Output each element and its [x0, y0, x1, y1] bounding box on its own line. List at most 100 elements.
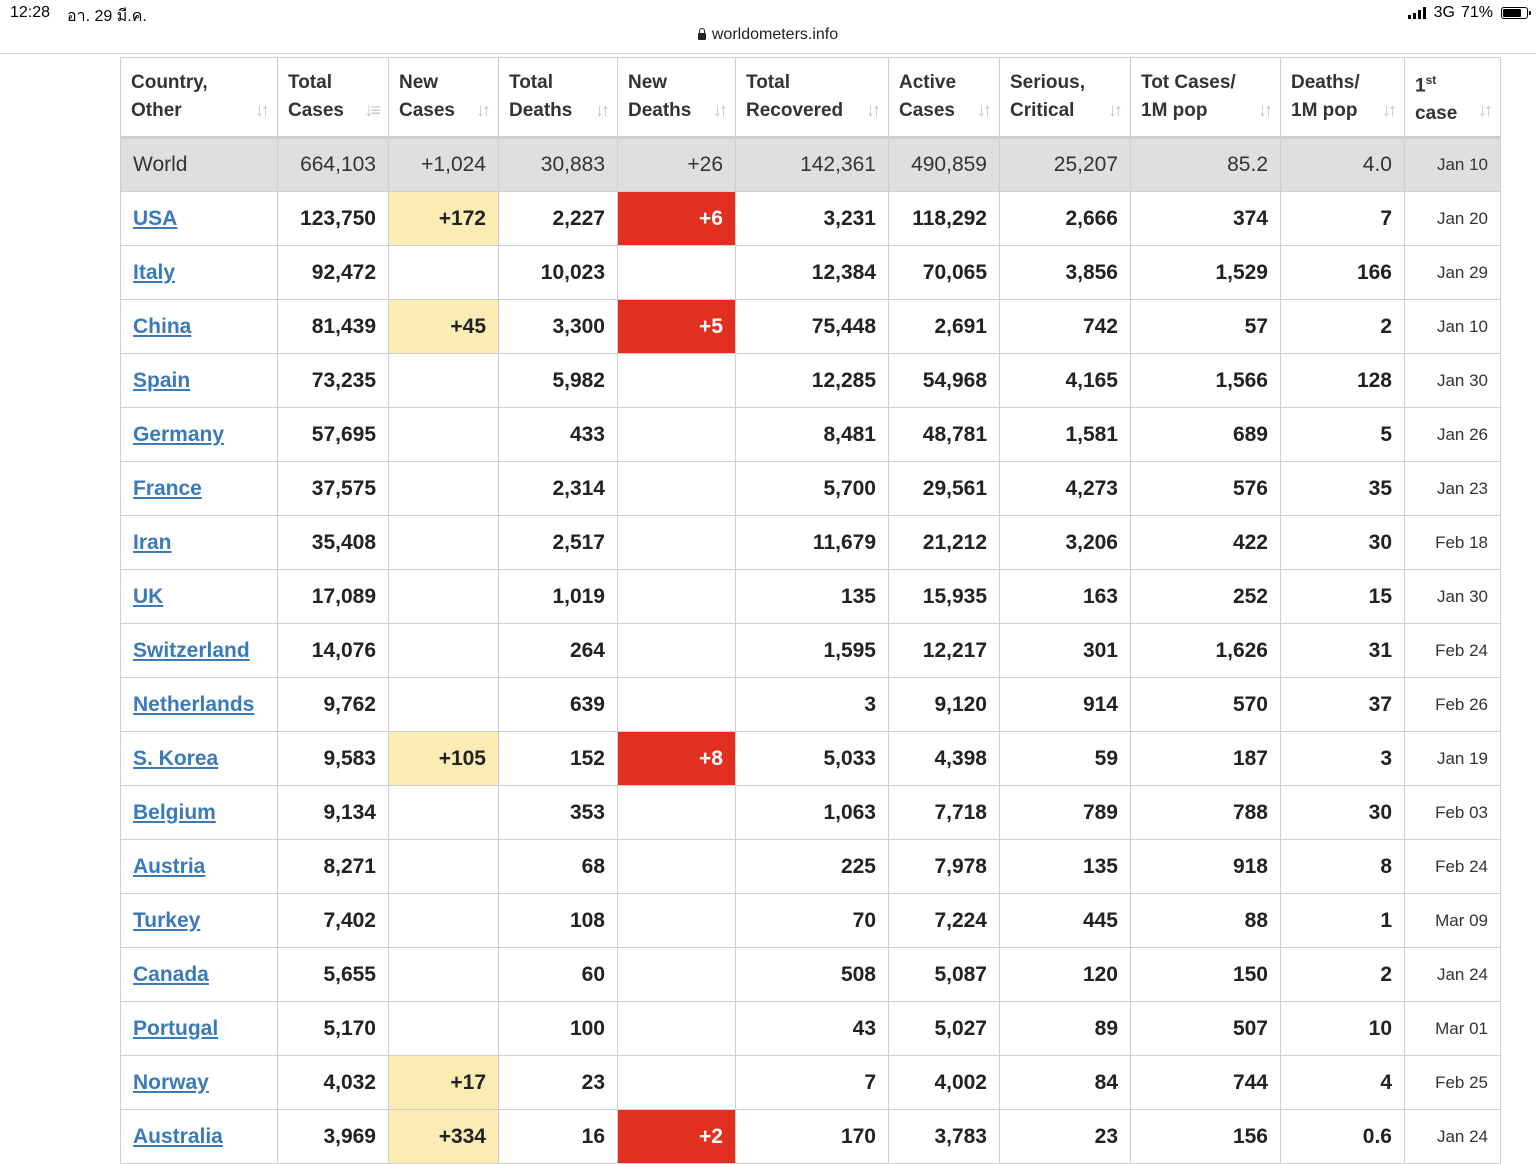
toolbar-divider [0, 53, 1536, 54]
country-link[interactable]: Iran [133, 530, 172, 554]
cases-per-1m-cell: 187 [1130, 731, 1281, 786]
coronavirus-stats-table: Country, Other ↓↑ Total Cases ↓≡ New Cases ↓↑ Tot… [120, 57, 1501, 1164]
total-deaths-cell: 3,300 [498, 299, 618, 354]
world-total-deaths: 30,883 [498, 137, 618, 192]
country-link[interactable]: Portugal [133, 1016, 219, 1040]
sort-icon[interactable]: ↓↑ [1108, 100, 1123, 120]
status-time: 12:28 [10, 4, 51, 21]
sort-icon[interactable]: ↓↑ [866, 100, 881, 120]
column-header-total-cases[interactable]: Total Cases ↓≡ [277, 57, 389, 139]
cases-per-1m-cell: 252 [1130, 569, 1281, 624]
new-deaths-cell [617, 677, 736, 732]
country-link[interactable]: Australia [133, 1124, 223, 1148]
sort-icon[interactable]: ↓≡ [364, 100, 380, 120]
serious-critical-cell: 4,165 [999, 353, 1131, 408]
total-cases-cell: 9,134 [277, 785, 389, 840]
deaths-per-1m-cell: 166 [1280, 245, 1405, 300]
lock-icon [697, 28, 706, 40]
country-link[interactable]: Netherlands [133, 692, 255, 716]
first-case-cell: Jan 23 [1404, 461, 1501, 516]
country-link[interactable]: France [133, 476, 202, 500]
country-link[interactable]: Germany [133, 422, 225, 446]
column-header-total-recovered[interactable]: Total Recovered ↓↑ [735, 57, 889, 139]
deaths-per-1m-cell: 30 [1280, 515, 1405, 570]
country-link[interactable]: Italy [133, 260, 176, 284]
sort-icon[interactable]: ↓↑ [255, 100, 270, 120]
column-header-new-deaths[interactable]: New Deaths ↓↑ [617, 57, 736, 139]
country-link[interactable]: Spain [133, 368, 191, 392]
total-cases-cell: 123,750 [277, 191, 389, 246]
country-link[interactable]: Turkey [133, 908, 201, 932]
active-cases-cell: 7,718 [888, 785, 1000, 840]
new-cases-cell [388, 569, 499, 624]
new-cases-cell [388, 407, 499, 462]
sort-icon[interactable]: ↓↑ [595, 100, 610, 120]
column-header-active-cases[interactable]: Active Cases ↓↑ [888, 57, 1000, 139]
sort-icon[interactable]: ↓↑ [713, 100, 728, 120]
cases-per-1m-cell: 1,529 [1130, 245, 1281, 300]
column-header-new-cases[interactable]: New Cases ↓↑ [388, 57, 499, 139]
total-deaths-cell: 353 [498, 785, 618, 840]
table-row: Austria 8,271 68 225 7,978 135 918 8 Feb 24 [120, 839, 1501, 894]
column-header-superscript: st [1425, 72, 1437, 87]
table-row: Turkey 7,402 108 70 7,224 445 88 1 Mar 09 [120, 893, 1501, 948]
first-case-cell: Mar 09 [1404, 893, 1501, 948]
table-row: Belgium 9,134 353 1,063 7,718 789 788 30 Feb 03 [120, 785, 1501, 840]
column-header-line2: Deaths [628, 100, 692, 121]
country-cell: Belgium [120, 785, 278, 840]
deaths-per-1m-cell: 128 [1280, 353, 1405, 408]
deaths-per-1m-cell: 5 [1280, 407, 1405, 462]
table-row: Germany 57,695 433 8,481 48,781 1,581 689 5 Jan … [120, 407, 1501, 462]
country-link[interactable]: UK [133, 584, 164, 608]
sort-icon[interactable]: ↓↑ [476, 100, 491, 120]
first-case-cell: Feb 03 [1404, 785, 1501, 840]
serious-critical-cell: 789 [999, 785, 1131, 840]
country-link[interactable]: S. Korea [133, 746, 219, 770]
sort-icon[interactable]: ↓↑ [1382, 100, 1397, 120]
deaths-per-1m-cell: 2 [1280, 947, 1405, 1002]
country-link[interactable]: USA [133, 206, 178, 230]
column-header-line1: Country, [131, 72, 208, 93]
world-country: World [120, 137, 278, 192]
sort-icon[interactable]: ↓↑ [977, 100, 992, 120]
new-deaths-cell: +5 [617, 299, 736, 354]
cases-per-1m-cell: 88 [1130, 893, 1281, 948]
column-header-country[interactable]: Country, Other ↓↑ [120, 57, 278, 139]
address-bar[interactable]: worldometers.info [0, 26, 1536, 48]
column-header-line1: Total [288, 72, 332, 93]
active-cases-cell: 2,691 [888, 299, 1000, 354]
serious-critical-cell: 84 [999, 1055, 1131, 1110]
table-row: Australia 3,969 +334 16 +2 170 3,783 23 156 0.6 Ja… [120, 1109, 1501, 1164]
serious-critical-cell: 301 [999, 623, 1131, 678]
total-recovered-cell: 5,033 [735, 731, 889, 786]
status-bar: 12:28 อา. 29 มี.ค. 3G 71% [0, 0, 1536, 28]
total-cases-cell: 81,439 [277, 299, 389, 354]
column-header-deaths-per-1m[interactable]: Deaths/1M pop ↓↑ [1280, 57, 1405, 139]
country-link[interactable]: China [133, 314, 192, 338]
active-cases-cell: 15,935 [888, 569, 1000, 624]
country-link[interactable]: Belgium [133, 800, 216, 824]
new-deaths-cell [617, 461, 736, 516]
serious-critical-cell: 1,581 [999, 407, 1131, 462]
column-header-line2: Critical [1010, 100, 1075, 121]
column-header-cases-per-1m[interactable]: Tot Cases/1M pop ↓↑ [1130, 57, 1281, 139]
column-header-total-deaths[interactable]: Total Deaths ↓↑ [498, 57, 618, 139]
country-link[interactable]: Switzerland [133, 638, 250, 662]
column-header-first-case[interactable]: 1st case ↓↑ [1404, 57, 1501, 139]
new-cases-cell [388, 677, 499, 732]
sort-icon[interactable]: ↓↑ [1258, 100, 1273, 120]
total-deaths-cell: 1,019 [498, 569, 618, 624]
country-link[interactable]: Austria [133, 854, 206, 878]
total-deaths-cell: 23 [498, 1055, 618, 1110]
new-deaths-cell [617, 245, 736, 300]
country-link[interactable]: Norway [133, 1070, 209, 1094]
sort-icon[interactable]: ↓↑ [1478, 100, 1493, 120]
first-case-cell: Feb 24 [1404, 839, 1501, 894]
world-first-case: Jan 10 [1404, 137, 1501, 192]
column-header-line1: Active [899, 72, 957, 93]
table-row: Netherlands 9,762 639 3 9,120 914 570 37 Feb 26 [120, 677, 1501, 732]
new-cases-cell: +17 [388, 1055, 499, 1110]
country-link[interactable]: Canada [133, 962, 209, 986]
column-header-serious-critical[interactable]: Serious, Critical ↓↑ [999, 57, 1131, 139]
first-case-cell: Jan 10 [1404, 299, 1501, 354]
